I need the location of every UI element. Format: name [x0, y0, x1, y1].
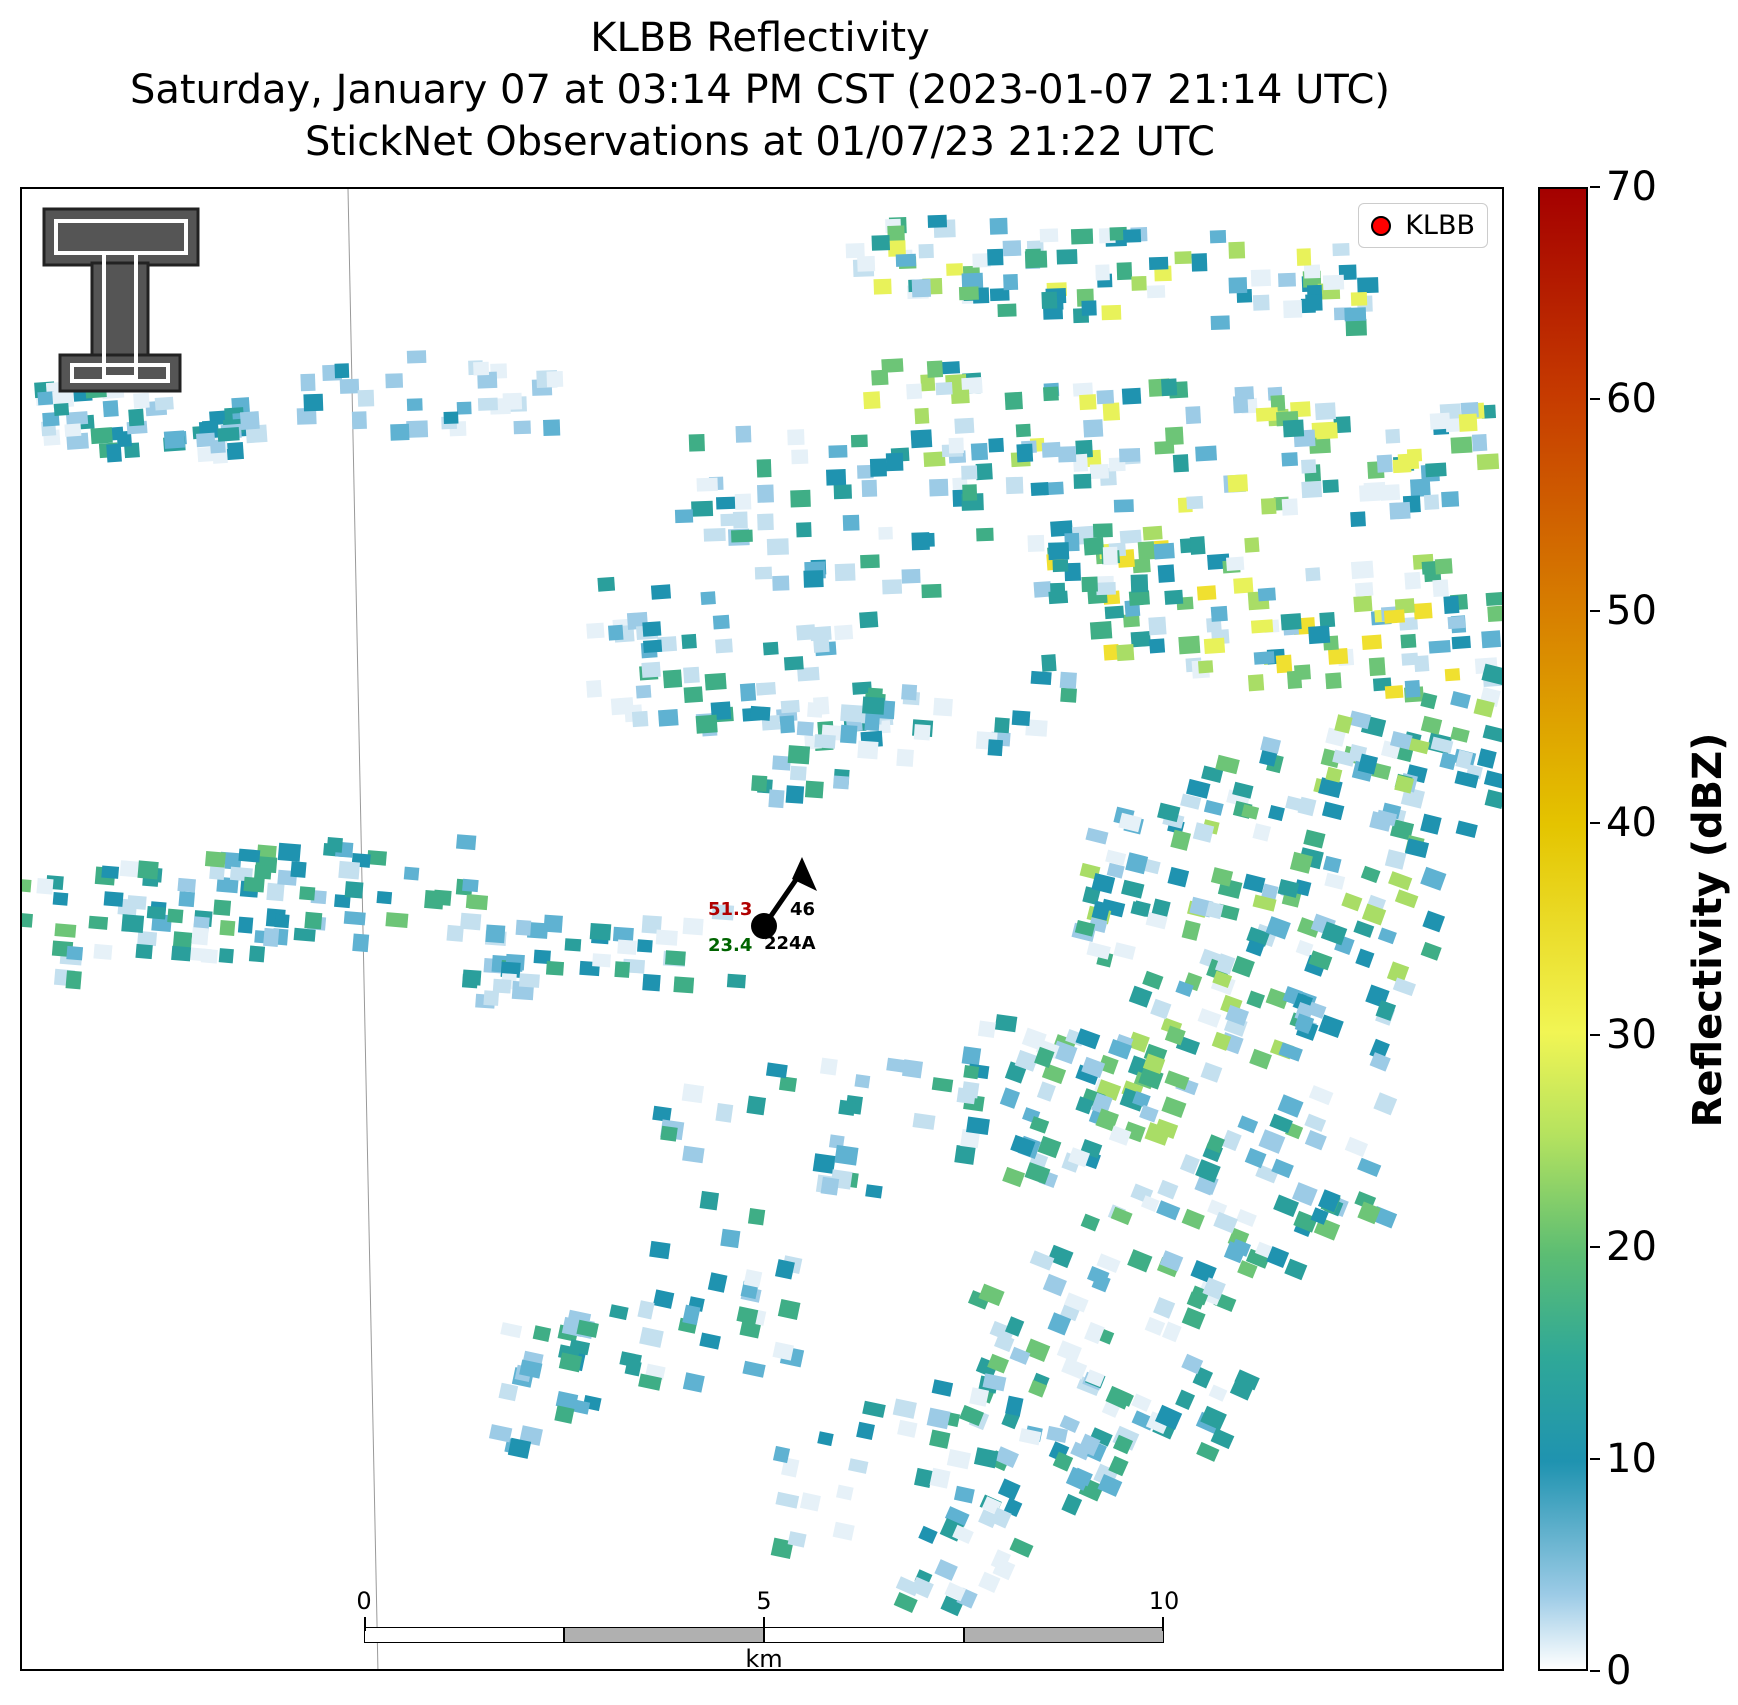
colorbar-tick-label: 40: [1606, 800, 1657, 846]
colorbar-tick-label: 20: [1606, 1224, 1657, 1270]
colorbar-tick-label: 60: [1606, 376, 1657, 422]
colorbar-tick-label: 70: [1606, 164, 1657, 210]
scale-bar: 0 5 10 km: [356, 1587, 1179, 1669]
title-line-1: KLBB Reflectivity: [590, 15, 930, 61]
radar-map[interactable]: KLBB 51.3 46 23.4 224A 0 5 10 km: [20, 187, 1504, 1671]
colorbar-tick: [1590, 1034, 1600, 1036]
scale-unit: km: [745, 1645, 783, 1671]
reflectivity-colorbar: [1538, 187, 1588, 1671]
title-line-2: Saturday, January 07 at 03:14 PM CST (20…: [129, 67, 1391, 113]
colorbar-tick: [1590, 1458, 1600, 1460]
colorbar-tick: [1590, 1246, 1600, 1248]
colorbar-tick: [1590, 822, 1600, 824]
colorbar-tick: [1590, 398, 1600, 400]
colorbar-tick-label: 30: [1606, 1012, 1657, 1058]
scale-label-10: 10: [1148, 1587, 1180, 1615]
colorbar-title: Reflectivity (dBZ): [1685, 732, 1731, 1128]
station-id: 224A: [764, 933, 816, 954]
station-partial-label: 46: [790, 899, 816, 920]
klbb-marker-icon: [1371, 215, 1392, 236]
station-temperature: 51.3: [708, 899, 753, 920]
colorbar-tick: [1590, 186, 1600, 188]
station-dewpoint: 23.4: [708, 935, 753, 956]
map-legend: KLBB: [1358, 203, 1488, 248]
legend-label: KLBB: [1405, 210, 1475, 241]
colorbar-tick-label: 50: [1606, 588, 1657, 634]
colorbar-tick: [1590, 1670, 1600, 1672]
colorbar-tick: [1590, 610, 1600, 612]
colorbar-tick-label: 10: [1606, 1436, 1657, 1482]
title-line-3: StickNet Observations at 01/07/23 21:22 …: [305, 119, 1215, 165]
scale-label-5: 5: [756, 1587, 772, 1615]
reflectivity-field: [22, 189, 1502, 1669]
scale-label-0: 0: [356, 1587, 372, 1615]
colorbar-tick-label: 0: [1606, 1648, 1632, 1694]
